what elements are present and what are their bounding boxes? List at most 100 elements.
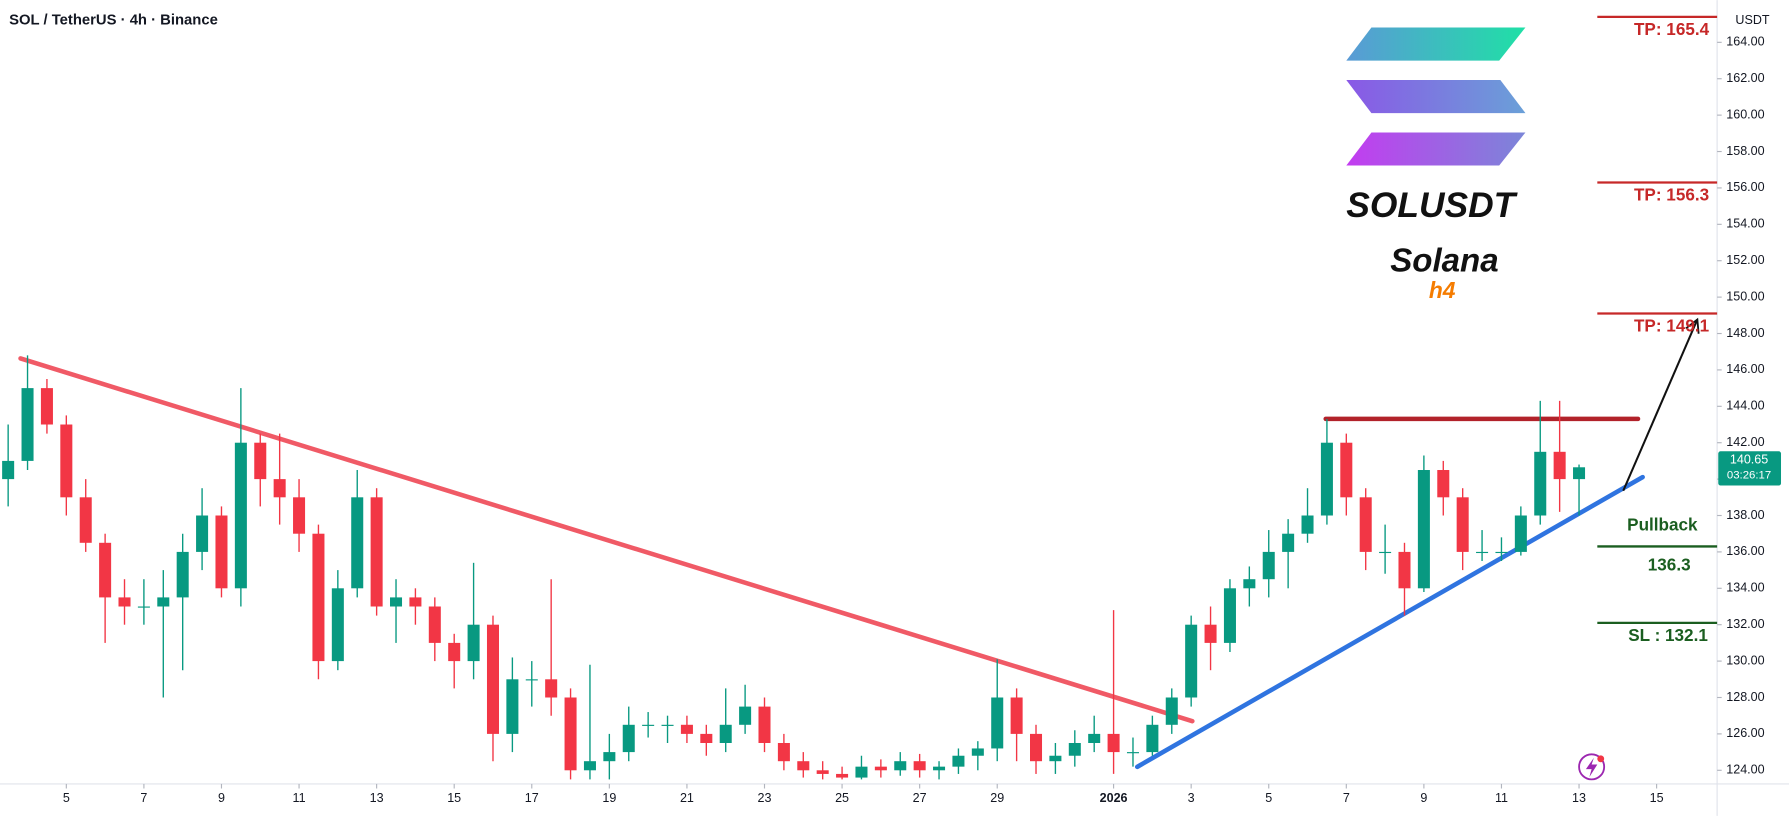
x-tick-label: 9 bbox=[1420, 791, 1427, 805]
candle-body bbox=[428, 606, 441, 643]
trendline bbox=[1134, 474, 1645, 770]
icon-bolt bbox=[1585, 757, 1598, 778]
candle-body bbox=[21, 388, 34, 461]
candle-body bbox=[622, 724, 635, 753]
candle-body bbox=[894, 761, 907, 771]
candle-body bbox=[933, 766, 946, 771]
candle-body bbox=[506, 679, 519, 734]
candle-body bbox=[1456, 497, 1469, 552]
x-tick-label: 11 bbox=[1495, 791, 1508, 805]
icon-ring bbox=[1578, 753, 1606, 781]
candle-body bbox=[1282, 533, 1295, 552]
candle-body bbox=[196, 515, 209, 552]
x-tick-label: 15 bbox=[1650, 791, 1664, 805]
candle-body bbox=[1573, 467, 1586, 480]
candle-body bbox=[739, 706, 752, 725]
candle-body bbox=[234, 442, 247, 589]
y-tick-label: 138.00 bbox=[1726, 508, 1764, 522]
candle-body bbox=[273, 479, 286, 498]
y-tick-label: 136.00 bbox=[1726, 544, 1764, 558]
asset-name: Solana bbox=[1390, 242, 1498, 279]
candles bbox=[2, 355, 1586, 780]
candle-body bbox=[409, 597, 422, 607]
candle-body bbox=[390, 597, 403, 607]
x-tick-label: 3 bbox=[1188, 791, 1195, 805]
candle-body bbox=[700, 733, 713, 743]
candle-body bbox=[564, 697, 577, 771]
level-label: TP: 165.4 bbox=[1634, 20, 1710, 39]
y-tick-label: 160.00 bbox=[1726, 107, 1764, 121]
candle-body bbox=[1514, 515, 1527, 552]
candle-body bbox=[118, 597, 131, 607]
last-price-label: 140.65 bbox=[1730, 453, 1768, 467]
candle-body bbox=[467, 624, 480, 662]
y-tick-label: 126.00 bbox=[1726, 726, 1764, 740]
y-tick-label: 130.00 bbox=[1726, 653, 1764, 667]
candle-body bbox=[971, 748, 984, 756]
candle-body bbox=[370, 497, 383, 607]
candle-body bbox=[331, 588, 344, 662]
x-tick-label: 5 bbox=[1265, 791, 1272, 805]
candle-body bbox=[448, 642, 461, 662]
x-tick-label: 9 bbox=[218, 791, 225, 805]
logo-bar bbox=[1346, 27, 1526, 61]
candle-body bbox=[1398, 551, 1411, 589]
y-tick-label: 132.00 bbox=[1726, 617, 1764, 631]
icon-dot bbox=[1597, 755, 1605, 763]
candle-body bbox=[661, 724, 674, 726]
candle-body bbox=[777, 742, 790, 762]
candle-body bbox=[293, 497, 306, 534]
x-tick-label: 21 bbox=[680, 791, 694, 805]
candle-body bbox=[1165, 697, 1178, 725]
candle-body bbox=[312, 533, 325, 662]
candle-body bbox=[1437, 470, 1450, 498]
countdown-label: 03:26:17 bbox=[1727, 469, 1771, 481]
candle-body bbox=[215, 515, 228, 589]
candle-body bbox=[680, 724, 693, 734]
y-tick-label: 144.00 bbox=[1726, 399, 1764, 413]
candle-body bbox=[758, 706, 771, 743]
x-tick-label: 27 bbox=[913, 791, 927, 805]
candle-body bbox=[1010, 697, 1023, 734]
y-tick-label: 162.00 bbox=[1726, 71, 1764, 85]
x-tick-label: 11 bbox=[293, 791, 306, 805]
candle-body bbox=[836, 773, 849, 778]
y-tick-label: 156.00 bbox=[1726, 180, 1764, 194]
candle-body bbox=[1146, 724, 1159, 753]
candle-body bbox=[1030, 733, 1043, 762]
x-tick-label: 15 bbox=[447, 791, 461, 805]
candle-body bbox=[719, 724, 732, 743]
candle-body bbox=[157, 597, 170, 607]
x-tick-label: 25 bbox=[835, 791, 849, 805]
level-label: 136.3 bbox=[1648, 555, 1691, 574]
candle-body bbox=[486, 624, 500, 734]
candle-body bbox=[855, 766, 868, 778]
level-label: SL : 132.1 bbox=[1628, 626, 1708, 645]
candle-body bbox=[1553, 451, 1566, 480]
y-tick-label: 134.00 bbox=[1726, 581, 1764, 595]
chart-title: SOL / TetherUS · 4h · Binance bbox=[9, 13, 218, 29]
candle-body bbox=[583, 761, 596, 771]
x-tick-label: 17 bbox=[525, 791, 539, 805]
candle-body bbox=[1243, 579, 1256, 589]
last-price-box bbox=[1718, 451, 1782, 486]
overlays: TP: 165.4 TP: 156.3 TP: 149.1 Pullback 136.3… bbox=[1597, 15, 1718, 645]
y-tick-label: 146.00 bbox=[1726, 362, 1764, 376]
candle-body bbox=[1476, 551, 1489, 554]
candle-body bbox=[545, 679, 558, 698]
candle-body bbox=[525, 679, 538, 681]
currency-box bbox=[1718, 0, 1789, 39]
level-name: Pullback bbox=[1627, 515, 1698, 534]
candle-body bbox=[1107, 733, 1120, 753]
x-tick-label: 13 bbox=[370, 791, 384, 805]
y-tick-label: 142.00 bbox=[1726, 435, 1764, 449]
candle-body bbox=[351, 497, 364, 589]
y-tick-label: 124.00 bbox=[1726, 763, 1764, 777]
candle-body bbox=[1049, 755, 1062, 762]
candle-body bbox=[2, 460, 15, 480]
level-label: TP: 156.3 bbox=[1634, 186, 1709, 205]
x-tick-label: 5 bbox=[63, 791, 70, 805]
candle-body bbox=[952, 755, 965, 767]
x-tick-label: 2026 bbox=[1100, 791, 1128, 805]
